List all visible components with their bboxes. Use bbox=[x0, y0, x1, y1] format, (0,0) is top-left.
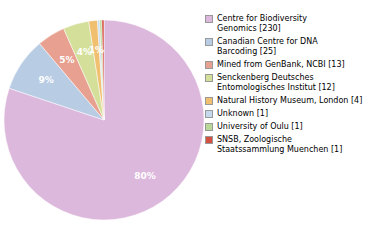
html-text:SNSB, Zoologische Staatssammlu: SNSB, Zoologische Staatssammlung Muenche… bbox=[217, 135, 343, 154]
html-text:Senckenberg Deutsches Entomolo: Senckenberg Deutsches Entomologisches In… bbox=[217, 73, 335, 92]
svg-text:9%: 9% bbox=[38, 75, 53, 85]
html-text:Mined from GenBank, NCBI [13]: Mined from GenBank, NCBI [13] bbox=[217, 60, 345, 69]
html-text:Centre for Biodiversity Genomi: Centre for Biodiversity Genomics [230] bbox=[217, 14, 307, 33]
html-text:Natural History Museum, London: Natural History Museum, London [4] bbox=[217, 96, 363, 105]
html-text:Canadian Centre for DNA Barcod: Canadian Centre for DNA Barcoding [25] bbox=[217, 37, 318, 56]
svg-text:80%: 80% bbox=[134, 171, 156, 181]
svg-text:1%: 1% bbox=[89, 45, 104, 55]
html-text:University of Oulu [1]: University of Oulu [1] bbox=[217, 122, 303, 131]
html-text:Unknown [1]: Unknown [1] bbox=[217, 109, 268, 118]
svg-text:5%: 5% bbox=[59, 55, 74, 65]
svg-text:4%: 4% bbox=[76, 47, 92, 58]
